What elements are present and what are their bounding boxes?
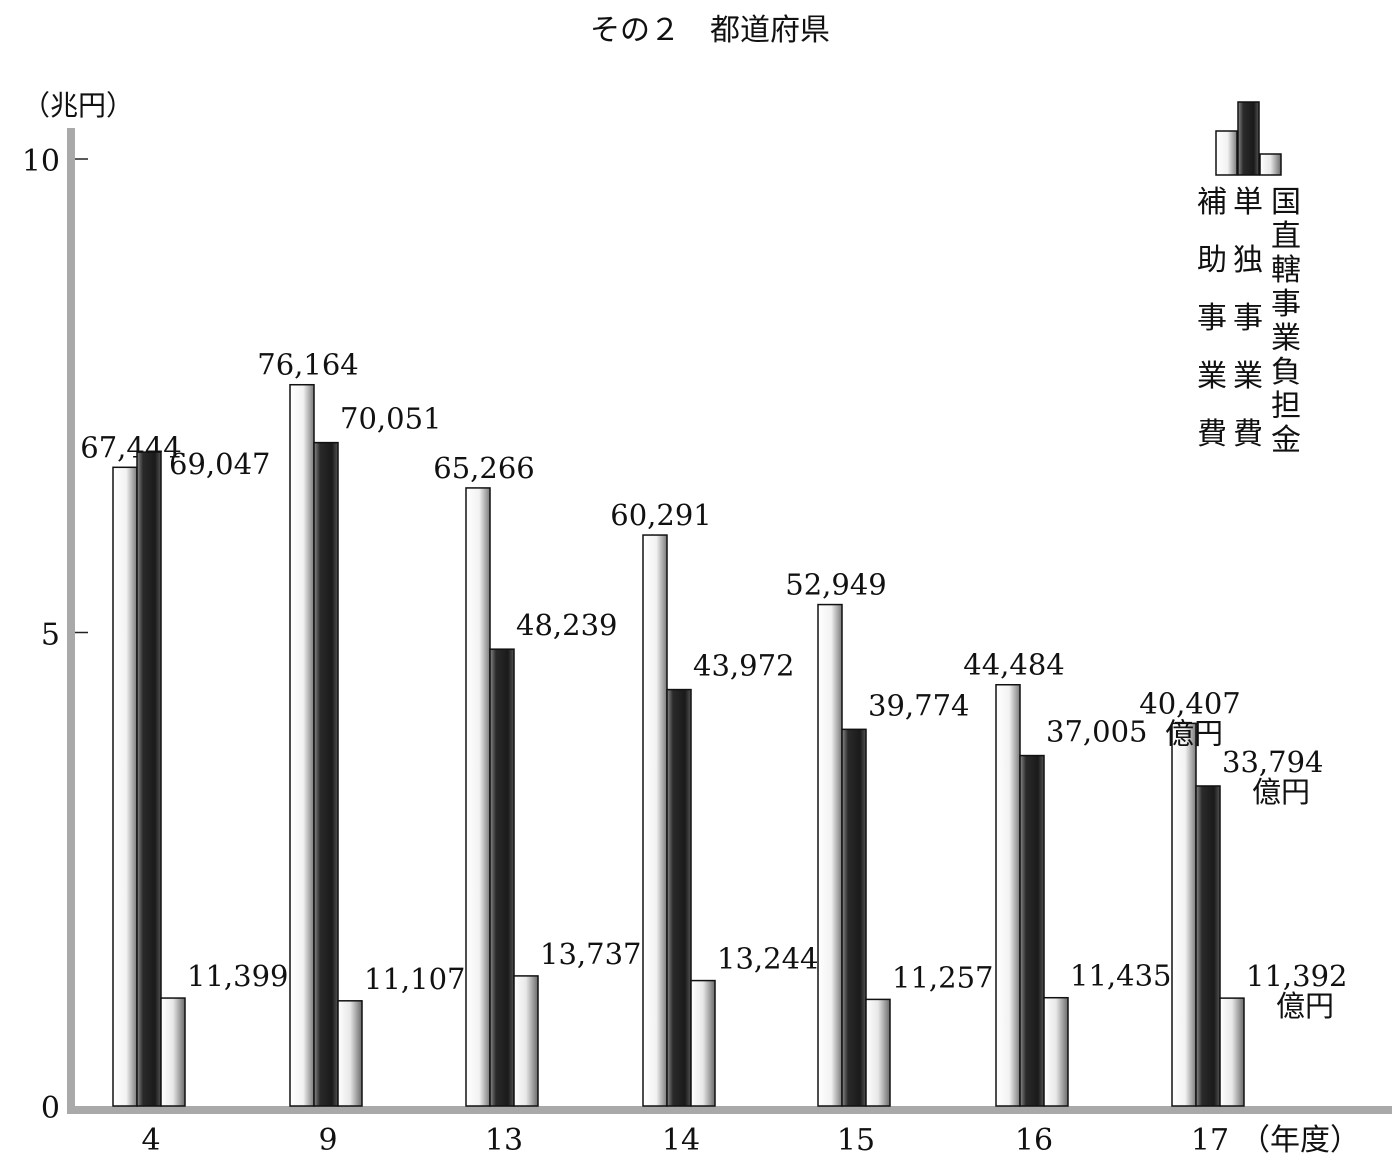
- value-label: 60,291: [610, 498, 711, 532]
- legend-label: 補助事業費: [1197, 185, 1227, 452]
- x-tick-label: 15: [837, 1123, 875, 1158]
- value-label: 33,794: [1222, 745, 1323, 779]
- value-label: 48,239: [516, 608, 617, 642]
- unit-label: 億円: [1252, 775, 1310, 809]
- bar-independent: [666, 688, 692, 1107]
- x-tick-label: 17: [1191, 1123, 1229, 1158]
- value-label: 65,266: [433, 451, 534, 485]
- x-tick-label: 9: [318, 1123, 337, 1158]
- value-label: 40,407: [1139, 686, 1240, 720]
- value-label: 69,047: [169, 447, 270, 481]
- value-label: 43,972: [693, 649, 794, 683]
- bar-subsidized: [465, 487, 491, 1107]
- bar-independent: [1195, 785, 1221, 1107]
- x-tick-label: 4: [141, 1123, 160, 1158]
- bar-independent: [313, 441, 339, 1107]
- chart-title: その２ 都道府県: [590, 13, 830, 48]
- y-tick-label: 10: [22, 144, 60, 179]
- value-label: 13,244: [717, 942, 818, 976]
- y-tick-label: 5: [41, 618, 60, 653]
- x-tick-label: 14: [662, 1123, 700, 1158]
- legend-swatch: [1237, 101, 1260, 176]
- y-ticks: 0 5 10: [22, 144, 88, 1126]
- value-label: 11,399: [187, 959, 288, 993]
- legend-label: 単独事業費: [1233, 185, 1263, 452]
- value-label: 67,444: [80, 430, 181, 464]
- bar-national-direct: [1043, 996, 1069, 1107]
- legend-swatch: [1215, 130, 1238, 176]
- value-label: 11,435: [1070, 959, 1171, 993]
- bar-independent: [136, 451, 162, 1107]
- value-label: 76,164: [257, 348, 358, 382]
- x-axis-label: （年度）: [1240, 1123, 1360, 1158]
- y-axis-label: （兆円）: [22, 89, 134, 122]
- legend-label: 国直轄事業負担金: [1271, 185, 1301, 458]
- value-label: 70,051: [340, 402, 441, 436]
- unit-label: 億円: [1165, 716, 1223, 750]
- bar-subsidized: [289, 383, 315, 1107]
- unit-label: 億円: [1276, 989, 1334, 1023]
- bar-subsidized: [112, 466, 138, 1107]
- bar-subsidized: [817, 603, 843, 1107]
- y-tick-label: 0: [41, 1091, 60, 1126]
- bar-national-direct: [160, 997, 186, 1107]
- value-label: 44,484: [963, 648, 1064, 682]
- value-label: 37,005: [1046, 715, 1147, 749]
- bar-national-direct: [513, 975, 539, 1107]
- bar-subsidized: [995, 683, 1021, 1107]
- bar-national-direct: [337, 1000, 363, 1107]
- bar-subsidized: [1171, 722, 1197, 1107]
- value-label: 11,107: [364, 962, 465, 996]
- value-label: 11,392: [1246, 959, 1347, 993]
- x-tick-labels: 4 9 13 14 15 16 17: [141, 1123, 1229, 1158]
- bar-national-direct: [1219, 997, 1245, 1107]
- x-tick-label: 16: [1015, 1123, 1053, 1158]
- value-label: 11,257: [892, 960, 993, 994]
- bar-independent: [489, 648, 515, 1107]
- y-axis-line: [67, 128, 75, 1114]
- value-label: 13,737: [540, 937, 641, 971]
- value-label: 52,949: [785, 568, 886, 602]
- bar-national-direct: [865, 998, 891, 1107]
- x-tick-label: 13: [485, 1123, 523, 1158]
- legend-swatch: [1259, 153, 1282, 176]
- bar-national-direct: [690, 979, 716, 1107]
- x-axis-line: [67, 1106, 1392, 1114]
- bar-independent: [1019, 754, 1045, 1107]
- bar-subsidized: [642, 534, 668, 1107]
- value-label: 39,774: [868, 688, 969, 722]
- bar-independent: [841, 728, 867, 1107]
